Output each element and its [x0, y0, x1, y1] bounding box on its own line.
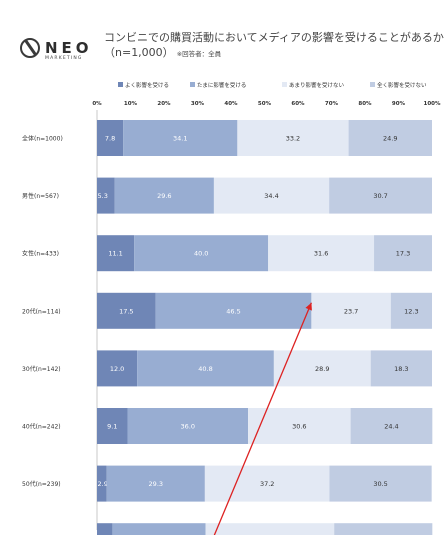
data-label: 31.6 — [314, 250, 328, 258]
category-label: 30代(n=142) — [22, 365, 61, 373]
category-label: 男性(n=567) — [22, 192, 59, 200]
x-tick-label: 30% — [191, 101, 205, 107]
data-label: 24.4 — [384, 423, 398, 431]
x-tick-label: 100% — [424, 101, 441, 107]
bar-segment — [205, 523, 335, 535]
bar-segment — [97, 120, 124, 156]
bar-segment — [127, 408, 249, 444]
bar-segment — [273, 350, 371, 387]
x-tick-label: 0% — [92, 101, 102, 107]
bar-segment — [348, 120, 432, 156]
data-label: 2.9 — [98, 480, 108, 488]
bar-segment — [204, 465, 330, 502]
bar-segment — [134, 235, 269, 272]
data-label: 12.3 — [404, 307, 418, 315]
category-label: 20代(n=114) — [22, 307, 61, 315]
category-label: 全体(n=1000) — [22, 135, 63, 143]
logo-subtitle: MARKETING — [45, 56, 83, 61]
category-label: 女性(n=433) — [22, 250, 59, 258]
bar-segment — [97, 408, 128, 444]
data-label: 46.5 — [226, 307, 240, 315]
bar-segment — [329, 177, 432, 214]
bar-segment — [155, 292, 312, 329]
logo-wordmark: NEO — [45, 39, 93, 57]
sample-size: （n=1,000） — [104, 46, 174, 59]
x-tick-label: 20% — [157, 101, 171, 107]
data-label: 23.7 — [344, 307, 358, 315]
data-label: 29.6 — [157, 192, 171, 200]
legend-swatch-2 — [190, 82, 195, 87]
logo-mark-icon — [20, 38, 40, 58]
bar-segment — [350, 408, 433, 444]
data-label: 40.0 — [194, 250, 208, 258]
data-label: 17.3 — [396, 250, 410, 258]
data-label: 40.8 — [198, 365, 212, 373]
bar-segment — [137, 350, 274, 387]
x-tick-label: 70% — [325, 101, 339, 107]
bar-segment — [97, 350, 138, 387]
data-label: 33.2 — [286, 135, 300, 143]
data-label: 29.3 — [149, 480, 163, 488]
bar-segment — [370, 350, 432, 387]
legend-label-3: あまり影響を受けない — [289, 81, 345, 89]
bar-segment — [112, 523, 206, 535]
chart-title: コンビニでの購買活動においてメディアの影響を受けることがあるか — [104, 31, 444, 44]
bar-segment — [97, 235, 135, 272]
data-label: 30.5 — [373, 480, 387, 488]
bar-segment — [97, 523, 113, 535]
bar-segment — [97, 292, 156, 329]
data-label: 24.9 — [383, 135, 397, 143]
chart-title-line2: （n=1,000） ※回答者：全員 — [104, 44, 221, 60]
bar-segment — [123, 120, 238, 156]
data-label: 30.7 — [373, 192, 387, 200]
legend-swatch-1 — [118, 82, 123, 87]
data-label: 9.1 — [107, 423, 117, 431]
x-tick-label: 10% — [124, 101, 138, 107]
bar-segment — [334, 523, 433, 535]
bar-segment — [213, 177, 330, 214]
data-label: 37.2 — [260, 480, 274, 488]
bar-segment — [329, 465, 432, 502]
x-tick-label: 80% — [358, 101, 372, 107]
annotation-arrow-line — [213, 302, 312, 535]
data-label: 12.0 — [110, 365, 124, 373]
annotation-arrow-head — [305, 302, 312, 311]
data-label: 7.8 — [105, 135, 115, 143]
bar-segment — [114, 177, 214, 214]
data-label: 36.0 — [181, 423, 195, 431]
x-tick-label: 40% — [224, 101, 238, 107]
category-label: 50代(n=239) — [22, 480, 61, 488]
data-label: 11.1 — [108, 250, 122, 258]
bar-segment — [390, 292, 432, 329]
bar-segment — [97, 177, 115, 214]
data-label: 30.6 — [292, 423, 306, 431]
bar-segment — [268, 235, 375, 272]
category-label: 40代(n=242) — [22, 423, 61, 431]
x-tick-label: 50% — [258, 101, 272, 107]
x-tick-label: 60% — [291, 101, 305, 107]
data-label: 5.3 — [98, 192, 108, 200]
bar-segment — [106, 465, 205, 502]
legend-label-1: よく影響を受ける — [125, 81, 169, 89]
data-label: 34.1 — [173, 135, 187, 143]
legend-label-2: たまに影響を受ける — [197, 81, 246, 89]
data-label: 28.9 — [315, 365, 329, 373]
legend-swatch-4 — [370, 82, 375, 87]
data-label: 18.3 — [394, 365, 408, 373]
respondent-note: ※回答者：全員 — [176, 50, 222, 58]
bar-segment — [374, 235, 432, 272]
data-label: 17.5 — [119, 307, 133, 315]
legend-swatch-3 — [282, 82, 287, 87]
bar-segment — [97, 465, 107, 502]
bar-segment — [311, 292, 391, 329]
neo-marketing-logo: NEO MARKETING — [20, 38, 94, 66]
bar-segment — [237, 120, 349, 156]
legend-label-4: 全く影響を受けない — [377, 81, 427, 89]
data-label: 34.4 — [264, 192, 278, 200]
x-tick-label: 90% — [392, 101, 406, 107]
